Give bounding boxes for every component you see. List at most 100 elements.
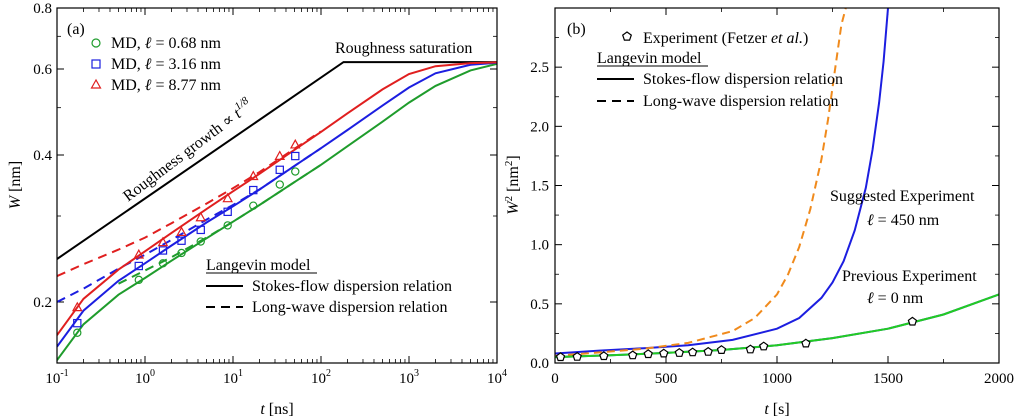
legend-label-md-0: MD, ℓ = 0.68 nm xyxy=(111,35,221,52)
panel-a-md-point-circle xyxy=(223,221,232,230)
panel-a-md-point-triangle xyxy=(247,170,259,181)
panel-a-md-point-circle xyxy=(158,259,168,268)
panel-a-md-point-circle xyxy=(134,275,143,285)
panel-a-annotation-saturation: Roughness saturation xyxy=(335,40,472,57)
panel-b-annotation-suggested-title: Suggested Experiment xyxy=(830,188,975,205)
legend-label-solid: Stokes-flow dispersion relation xyxy=(252,278,452,295)
panel-a-guide-line xyxy=(57,61,497,260)
panel-a-frame xyxy=(56,7,498,364)
panel-a-x-tick-label: 103 xyxy=(399,368,419,387)
panel-a-md-point-square xyxy=(134,261,143,271)
panel-a-x-tick-label: 10-1 xyxy=(45,368,68,387)
panel-a-y-tick-label: 0.4 xyxy=(33,148,52,164)
panel-b-experiment-point xyxy=(801,338,811,348)
panel-b-experiment-point xyxy=(716,345,727,354)
panel-a-md-point-circle xyxy=(249,201,258,210)
panel-b: 0 500 1000 1500 2000 0.0 0.5 1.0 1.5 2.0 2.5 (b) t… xyxy=(503,7,1014,418)
panel-b-ticks: 0 500 1000 1500 2000 0.0 0.5 1.0 1.5 2.0 2.5 xyxy=(530,8,1014,387)
panel-b-experiment-point xyxy=(687,347,698,357)
panel-b-experiment-point xyxy=(703,346,713,356)
panel-a-md-point-triangle xyxy=(176,226,187,237)
panel-b-legend-label-dashed: Long-wave dispersion relation xyxy=(643,93,839,110)
panel-a: 10-1 100 101 102 103 104 0.2 0.4 0.6 0.8 (a) t [n… xyxy=(7,1,507,418)
panel-b-experiment-point xyxy=(643,349,653,359)
legend-marker-pentagon xyxy=(621,31,633,41)
panel-b-y-tick-label: 1.5 xyxy=(530,179,549,195)
panel-a-md-point-square xyxy=(249,185,258,195)
legend-label-dashed: Long-wave dispersion relation xyxy=(252,299,448,316)
panel-a-y-axis-label: W [nm] xyxy=(7,161,24,209)
panel-a-x-axis-label: t [ns] xyxy=(260,401,293,418)
panel-a-md-point-circle xyxy=(196,237,205,246)
panel-b-y-tick-label: 2.5 xyxy=(530,60,549,76)
panel-b-x-tick-label: 500 xyxy=(655,371,678,387)
panel-a-y-tick-label: 0.2 xyxy=(33,295,52,311)
panel-b-experiment-point xyxy=(627,350,638,360)
panel-a-model-legend: Langevin model Stokes-flow dispersion re… xyxy=(206,257,452,316)
panel-a-md-point-triangle xyxy=(274,150,286,160)
panel-b-experiment-point xyxy=(907,316,918,326)
panel-a-md-point-triangle xyxy=(289,138,301,149)
panel-a-md-point-triangle xyxy=(222,192,233,203)
panel-b-markers xyxy=(555,316,918,362)
panel-b-experiment-point xyxy=(659,348,669,358)
panel-a-md-point-circle xyxy=(177,248,186,258)
panel-b-label: (b) xyxy=(567,21,586,38)
panel-b-experiment-point xyxy=(674,347,685,357)
panel-b-experiment-point xyxy=(745,344,756,354)
panel-b-experiment-point xyxy=(599,351,609,361)
panel-b-x-tick-label: 1000 xyxy=(762,371,792,387)
panel-b-experiment-point xyxy=(572,351,582,361)
panel-a-x-tick-label: 101 xyxy=(223,368,243,387)
legend-label-md-2: MD, ℓ = 8.77 nm xyxy=(111,77,221,94)
panel-b-legend: Experiment (Fetzer et al.) Langevin mode… xyxy=(597,30,843,110)
panel-a-md-point-circle xyxy=(73,328,82,337)
legend-label-experiment: Experiment (Fetzer et al.) xyxy=(643,30,808,47)
panel-a-md-point-triangle xyxy=(71,301,83,312)
panel-a-md-point-triangle xyxy=(157,236,169,247)
panel-b-legend-label-solid: Stokes-flow dispersion relation xyxy=(643,71,843,88)
panel-a-dashed-curve-1 xyxy=(57,147,322,303)
panel-b-curve-2 xyxy=(555,293,999,359)
panel-a-curves xyxy=(57,61,497,361)
panel-b-y-tick-label: 0.0 xyxy=(530,356,549,372)
panel-a-md-point-circle xyxy=(275,180,284,189)
panel-a-md-point-square xyxy=(158,246,168,255)
panel-b-y-axis-label: W2 [nm2] xyxy=(503,155,522,214)
panel-a-solid-curve-0 xyxy=(57,62,497,361)
panel-a-x-tick-label: 102 xyxy=(311,368,331,387)
panel-a-md-point-square xyxy=(275,165,284,175)
panel-b-x-tick-label: 1500 xyxy=(873,371,903,387)
panel-b-y-tick-label: 0.5 xyxy=(530,297,549,313)
panel-b-x-tick-label: 2000 xyxy=(984,371,1014,387)
panel-a-x-tick-label: 104 xyxy=(487,368,507,387)
panel-a-y-tick-label: 0.6 xyxy=(33,62,52,78)
panel-b-model-legend-title: Langevin model xyxy=(597,50,702,67)
legend-marker-red-triangle xyxy=(90,78,102,89)
panel-b-annotation-suggested-ell: ℓ = 450 nm xyxy=(867,212,940,229)
panel-b-annotation-previous-ell: ℓ = 0 nm xyxy=(867,290,924,307)
panel-a-md-point-square xyxy=(291,151,300,161)
panel-a-ticks: 10-1 100 101 102 103 104 0.2 0.4 0.6 0.8 xyxy=(33,1,507,387)
panel-b-y-tick-label: 2.0 xyxy=(530,119,549,135)
panel-a-model-legend-title: Langevin model xyxy=(206,257,311,274)
legend-marker-green-circle xyxy=(91,38,101,48)
panel-b-x-axis-label: t [s] xyxy=(764,401,789,418)
panel-b-annotation-previous-title: Previous Experiment xyxy=(842,268,977,285)
panel-a-md-point-triangle xyxy=(133,248,145,259)
panel-a-md-point-square xyxy=(73,318,82,328)
panel-a-md-point-square xyxy=(223,207,232,217)
panel-b-frame xyxy=(554,7,1000,364)
panel-b-x-tick-label: 0 xyxy=(551,371,559,387)
panel-a-md-point-triangle xyxy=(195,211,207,222)
panel-a-markers xyxy=(71,138,301,337)
panel-b-experiment-point xyxy=(555,352,566,362)
legend-marker-blue-square xyxy=(91,59,101,69)
panel-a-md-point-circle xyxy=(291,167,300,176)
panel-b-curve-3 xyxy=(555,293,999,359)
panel-a-solid-curve-1 xyxy=(57,61,497,348)
panel-b-y-tick-label: 1.0 xyxy=(530,238,549,254)
panel-a-md-point-square xyxy=(177,236,186,245)
panel-a-md-point-square xyxy=(196,225,205,235)
panel-a-x-tick-label: 100 xyxy=(135,368,155,387)
